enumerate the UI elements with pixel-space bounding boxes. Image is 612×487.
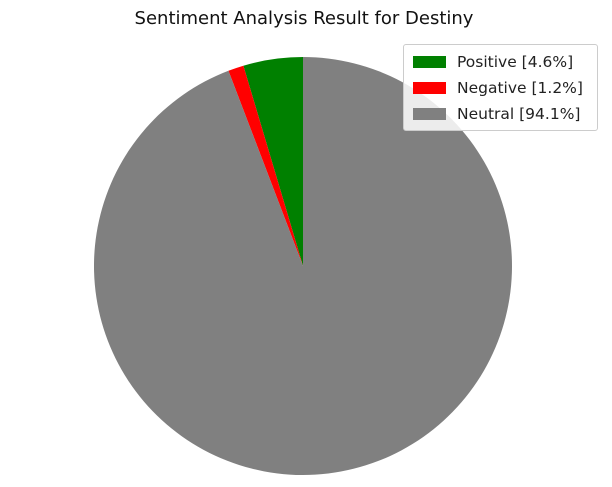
legend-label-positive: Positive [4.6%]: [457, 53, 574, 71]
pie-slice-neutral: [93, 57, 512, 475]
pie-slice-positive: [243, 57, 303, 266]
chart-title: Sentiment Analysis Result for Destiny: [134, 8, 474, 29]
legend-swatch-positive: [413, 56, 446, 68]
legend-entry-positive: Positive [4.6%]: [413, 49, 589, 75]
legend-label-neutral: Neutral [94.1%]: [457, 105, 581, 123]
pie-slice-negative: [228, 65, 303, 266]
legend-label-negative: Negative [1.2%]: [457, 79, 583, 97]
legend-entry-neutral: Neutral [94.1%]: [413, 101, 589, 127]
legend-entry-negative: Negative [1.2%]: [413, 75, 589, 101]
legend: Positive [4.6%] Negative [1.2%] Neutral …: [403, 44, 598, 131]
legend-swatch-neutral: [413, 108, 446, 120]
legend-swatch-negative: [413, 82, 446, 94]
pie-slices: [93, 57, 512, 475]
